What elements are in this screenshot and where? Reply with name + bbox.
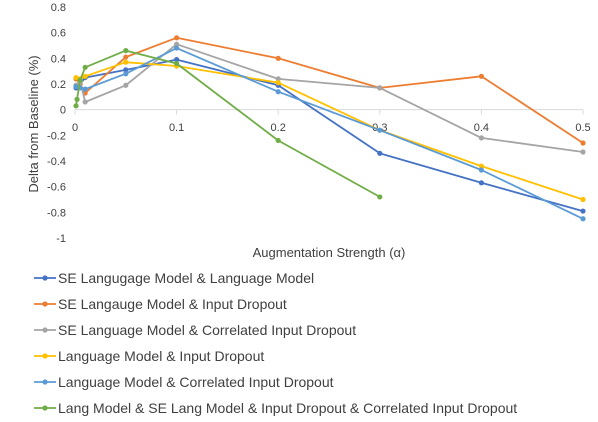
data-point [377,150,383,156]
y-tick-label: -1 [56,233,66,245]
legend-item: Language Model & Correlated Input Dropou… [34,374,334,390]
data-point [580,196,586,203]
legend-dot-marker [42,275,48,281]
data-point [174,57,180,63]
data-point [478,180,484,186]
legend-item: SE Langugage Model & Language Model [34,270,314,286]
y-tick-label: -0.8 [47,207,66,219]
y-tick-label: -0.6 [47,182,66,194]
y-tick-label: 0 [60,105,66,117]
x-tick-label: 0.4 [474,122,489,134]
data-point [73,103,79,109]
data-point [377,127,383,133]
legend-label: SE Langugage Model & Language Model [58,270,314,286]
legend-label: Language Model & Correlated Input Dropou… [58,374,334,390]
y-axis-title: Delta from Baseline (%) [26,55,41,192]
data-point [377,194,383,200]
data-point [123,71,129,77]
data-point [123,67,129,73]
data-point [123,54,129,60]
data-point [478,135,484,141]
data-point [73,83,79,90]
x-axis [74,109,584,115]
legend-item: SE Langauge Model & Input Dropout [34,296,287,312]
series-1 [73,57,586,214]
series-line [75,36,584,144]
data-point [580,140,586,146]
legend-dot-marker [42,327,48,333]
data-point [275,76,281,82]
data-point [275,80,281,86]
legend-dot-marker [42,405,48,411]
y-tick-label: -0.2 [47,130,66,142]
x-tick-label: 0.1 [169,122,184,134]
x-axis-title: Augmentation Strength (α) [253,245,406,260]
series-6 [73,48,383,200]
y-tick-label: 0.4 [51,53,66,65]
legend-item: SE Language Model & Correlated Input Dro… [34,322,356,338]
data-point [123,82,129,88]
legend-label: Language Model & Input Dropout [58,348,264,364]
legend-dot-marker [42,353,48,359]
data-point [123,48,129,54]
legend-item: Language Model & Input Dropout [34,348,264,364]
y-tick-label: 0.6 [51,28,66,40]
y-tick-label: -0.4 [47,156,66,168]
legend: SE Langugage Model & Language Model SE La… [34,270,517,416]
data-point [580,149,586,155]
y-tick-label: 0.2 [51,79,66,91]
data-point [73,74,79,81]
data-point [275,89,281,95]
legend-label: SE Langauge Model & Input Dropout [58,296,287,312]
y-tick-label: 0.8 [51,2,66,14]
legend-label: Lang Model & SE Lang Model & Input Dropo… [58,400,517,416]
series-2 [73,35,586,146]
x-tick-label: 0.5 [575,122,590,134]
legend-item: Lang Model & SE Lang Model & Input Dropo… [34,400,517,416]
legend-dot-marker [42,301,48,307]
data-point [478,167,484,173]
data-point [174,35,180,41]
legend-label: SE Language Model & Correlated Input Dro… [58,322,356,338]
series-line [75,58,584,212]
data-point [82,86,88,92]
data-point [478,73,484,79]
data-point [174,60,180,67]
series-3 [73,41,586,155]
data-point [580,216,586,222]
x-axis-ticks: 00.10.20.30.40.5 [72,122,591,134]
data-point [82,73,88,79]
series-4 [73,59,586,203]
data-point [77,77,83,83]
data-point [123,59,129,65]
data-point [478,163,484,169]
series-5 [73,45,586,222]
series-layer [73,35,586,222]
data-point [74,96,80,102]
data-point [580,208,586,214]
data-point [275,55,281,61]
x-tick-label: 0 [72,122,78,134]
data-point [82,64,88,70]
data-point [275,137,281,144]
legend-dot-marker [42,379,48,385]
data-point [377,85,383,91]
y-axis-ticks: 0.8 0.6 0.4 0.2 0 -0.2 -0.4 -0.6 -0.8 -1 [47,2,66,245]
x-tick-label: 0.2 [271,122,286,134]
data-point [174,41,180,47]
series-line [75,49,381,198]
data-point [174,45,180,51]
data-point [82,99,88,105]
